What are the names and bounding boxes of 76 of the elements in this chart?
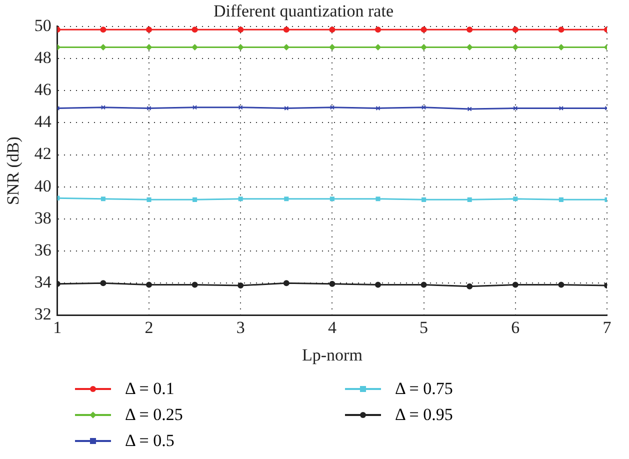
point — [466, 283, 473, 290]
y-tick-label: 32 — [34, 304, 52, 324]
legend-label: Δ = 0.25 — [125, 405, 183, 425]
point — [238, 105, 243, 110]
point — [422, 197, 426, 202]
point — [467, 197, 472, 202]
point — [100, 196, 106, 202]
y-tick-label: 34 — [34, 272, 52, 292]
y-tick-label: 44 — [34, 112, 52, 132]
point — [238, 196, 243, 202]
point — [284, 196, 289, 202]
y-tick-label: 50 — [34, 16, 52, 35]
point — [192, 197, 198, 202]
point — [192, 26, 198, 33]
point — [466, 26, 473, 33]
legend-label: Δ = 0.1 — [125, 379, 174, 399]
point — [192, 282, 198, 288]
point — [558, 282, 564, 288]
x-tick-label: 4 — [328, 318, 337, 337]
legend-label: Δ = 0.75 — [395, 379, 453, 399]
point — [100, 44, 106, 50]
point — [329, 44, 336, 50]
point — [558, 26, 564, 33]
legend-label: Δ = 0.5 — [125, 431, 174, 451]
point — [100, 26, 106, 33]
point — [376, 196, 380, 202]
x-tick-label: 1 — [53, 318, 62, 337]
point — [376, 106, 380, 110]
y-tick-label: 36 — [34, 240, 52, 260]
point — [558, 106, 564, 110]
point — [146, 106, 152, 110]
y-axis-title: SNR (dB) — [4, 136, 23, 206]
point — [284, 106, 289, 110]
point — [420, 26, 427, 33]
legend-label: Δ = 0.95 — [395, 405, 453, 425]
x-tick-label: 6 — [511, 318, 520, 337]
point — [192, 105, 198, 110]
point — [283, 26, 290, 33]
point — [100, 105, 106, 110]
point — [512, 26, 518, 33]
point — [558, 44, 564, 50]
point — [375, 282, 381, 288]
x-tick-label: 7 — [602, 318, 612, 337]
point — [420, 44, 427, 50]
x-tick-label: 2 — [144, 318, 154, 337]
point — [330, 196, 334, 202]
point — [192, 44, 198, 50]
point — [512, 282, 518, 288]
x-tick-label: 5 — [420, 318, 428, 337]
point — [329, 280, 336, 287]
x-axis-title: Lp-norm — [302, 345, 362, 364]
y-tick-label: 46 — [34, 80, 52, 100]
point — [146, 197, 152, 202]
y-tick-label: 42 — [34, 144, 52, 164]
point — [330, 105, 334, 110]
x-tick-label: 3 — [236, 318, 245, 337]
point — [422, 105, 426, 110]
point — [467, 106, 472, 112]
point — [238, 26, 244, 33]
y-tick-label: 48 — [34, 48, 52, 67]
y-tick-label: 38 — [34, 208, 52, 228]
point — [513, 196, 518, 202]
point — [375, 44, 381, 50]
point — [146, 282, 152, 288]
point — [329, 26, 336, 33]
point — [375, 26, 381, 33]
point — [238, 282, 244, 289]
chart-title: Different quantization rate — [214, 2, 394, 21]
point — [513, 106, 518, 110]
point — [558, 197, 564, 202]
point — [420, 282, 427, 288]
point — [283, 280, 290, 286]
y-tick-label: 40 — [34, 176, 52, 196]
point — [100, 280, 106, 286]
point — [146, 44, 152, 50]
point — [146, 26, 152, 33]
